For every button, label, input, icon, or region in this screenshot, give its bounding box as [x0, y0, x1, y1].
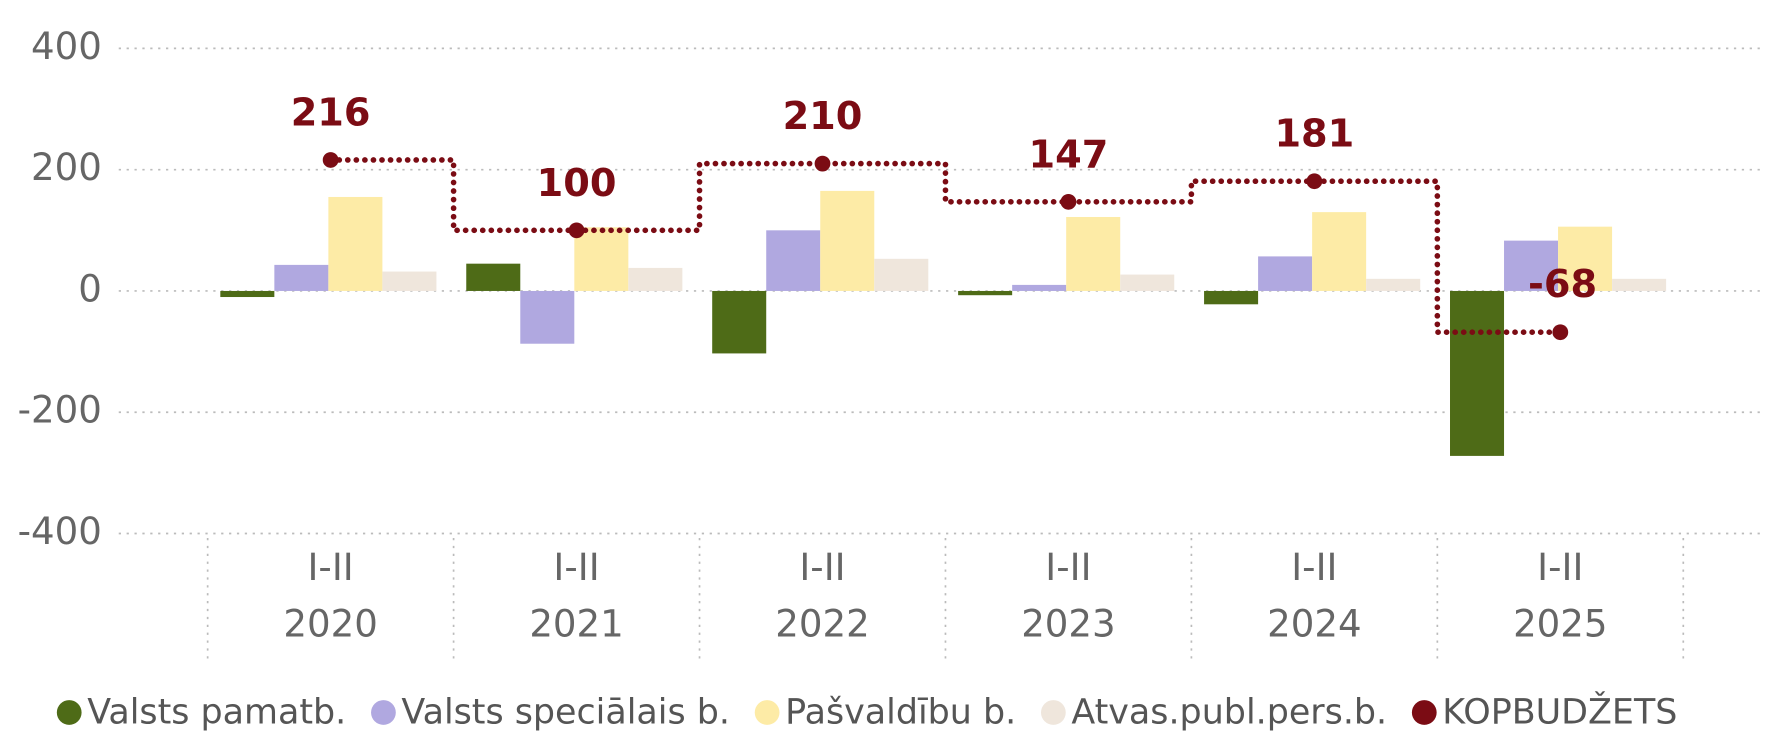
data-label: -68: [1528, 262, 1597, 307]
x-tick-label: 2021: [529, 602, 623, 645]
x-tick-label: I-II: [1291, 546, 1337, 589]
data-label: 216: [291, 90, 371, 135]
x-tick-label: I-II: [307, 546, 353, 589]
y-tick-label: -200: [18, 389, 102, 432]
bar: [1312, 212, 1367, 291]
bar: [1066, 216, 1121, 291]
bar: [220, 290, 275, 298]
marker: [814, 155, 831, 172]
bar: [1450, 290, 1505, 456]
legend-label: Atvas.publ.pers.b.: [1071, 693, 1387, 733]
legend-swatch: [1411, 700, 1437, 725]
data-label: 181: [1274, 112, 1354, 157]
marker: [322, 152, 339, 168]
x-tick-label: 2020: [283, 602, 377, 645]
bar: [1012, 284, 1067, 291]
x-tick-label: I-II: [553, 546, 599, 589]
legend-swatch: [1040, 700, 1066, 725]
bar: [520, 290, 575, 344]
y-tick-label: 200: [31, 146, 102, 189]
bar: [874, 258, 929, 291]
legend-swatch: [754, 700, 780, 725]
legend-label: Valsts pamatb.: [87, 693, 346, 733]
bar: [820, 190, 875, 291]
data-label: 147: [1029, 132, 1109, 177]
bar: [328, 196, 383, 291]
bar: [628, 267, 683, 291]
marker: [1060, 193, 1077, 210]
bar: [1558, 226, 1613, 291]
legend-label: KOPBUDŽETS: [1442, 691, 1677, 733]
data-label: 100: [537, 161, 617, 206]
bar: [712, 290, 767, 354]
x-tick-label: 2025: [1513, 602, 1607, 645]
x-tick-label: 2024: [1267, 602, 1361, 645]
y-tick-label: -400: [18, 510, 102, 553]
bar: [1120, 274, 1175, 291]
legend-swatch: [56, 700, 82, 725]
bar: [1366, 278, 1421, 291]
marker: [1552, 324, 1569, 341]
bar: [1612, 278, 1667, 291]
y-tick-label: 0: [78, 267, 102, 310]
bar: [958, 290, 1013, 296]
x-tick-label: 2023: [1021, 602, 1115, 645]
bar: [274, 264, 329, 291]
step-line: [327, 157, 1564, 336]
x-tick-label: 2022: [775, 602, 869, 645]
bar: [1504, 240, 1559, 291]
marker: [1306, 173, 1323, 190]
marker: [568, 222, 585, 239]
bar: [1258, 256, 1313, 291]
legend-label: Valsts speciālais b.: [401, 693, 730, 733]
bar: [466, 263, 521, 291]
legend-label: Pašvaldību b.: [785, 693, 1016, 733]
x-tick-label: I-II: [799, 546, 845, 589]
bar: [574, 227, 629, 291]
legend-swatch: [371, 700, 396, 725]
x-tick-label: I-II: [1045, 546, 1091, 589]
y-tick-label: 400: [31, 25, 102, 68]
data-label: 210: [783, 94, 863, 139]
bar: [1204, 290, 1259, 305]
bar: [382, 271, 437, 291]
bar: [766, 230, 821, 291]
x-tick-label: I-II: [1537, 546, 1583, 589]
